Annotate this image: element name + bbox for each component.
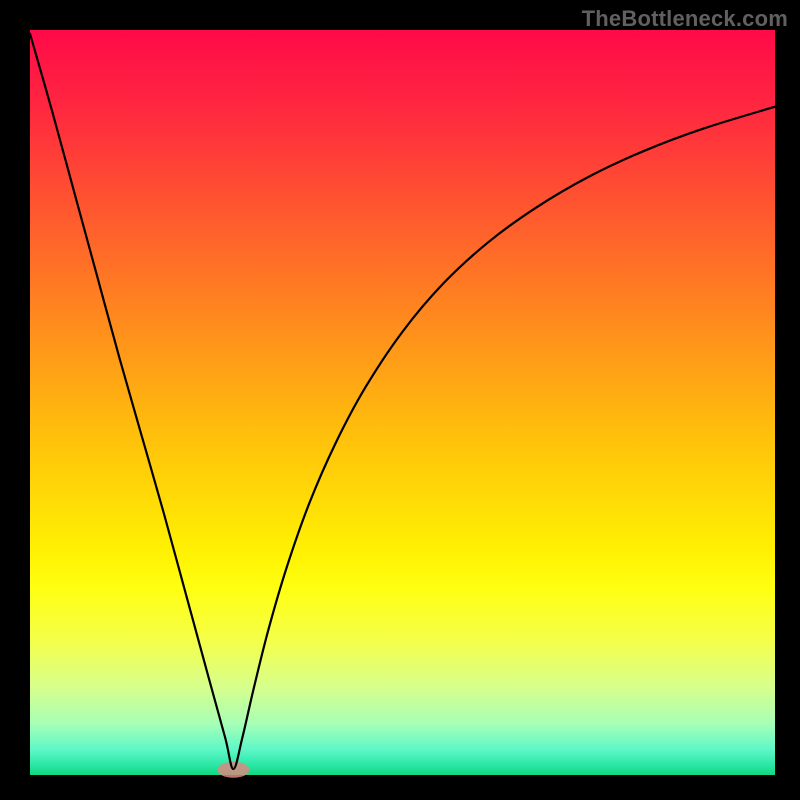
chart-svg [0,0,800,800]
root-container: TheBottleneck.com [0,0,800,800]
plot-background [30,30,775,775]
watermark-text: TheBottleneck.com [582,6,788,32]
